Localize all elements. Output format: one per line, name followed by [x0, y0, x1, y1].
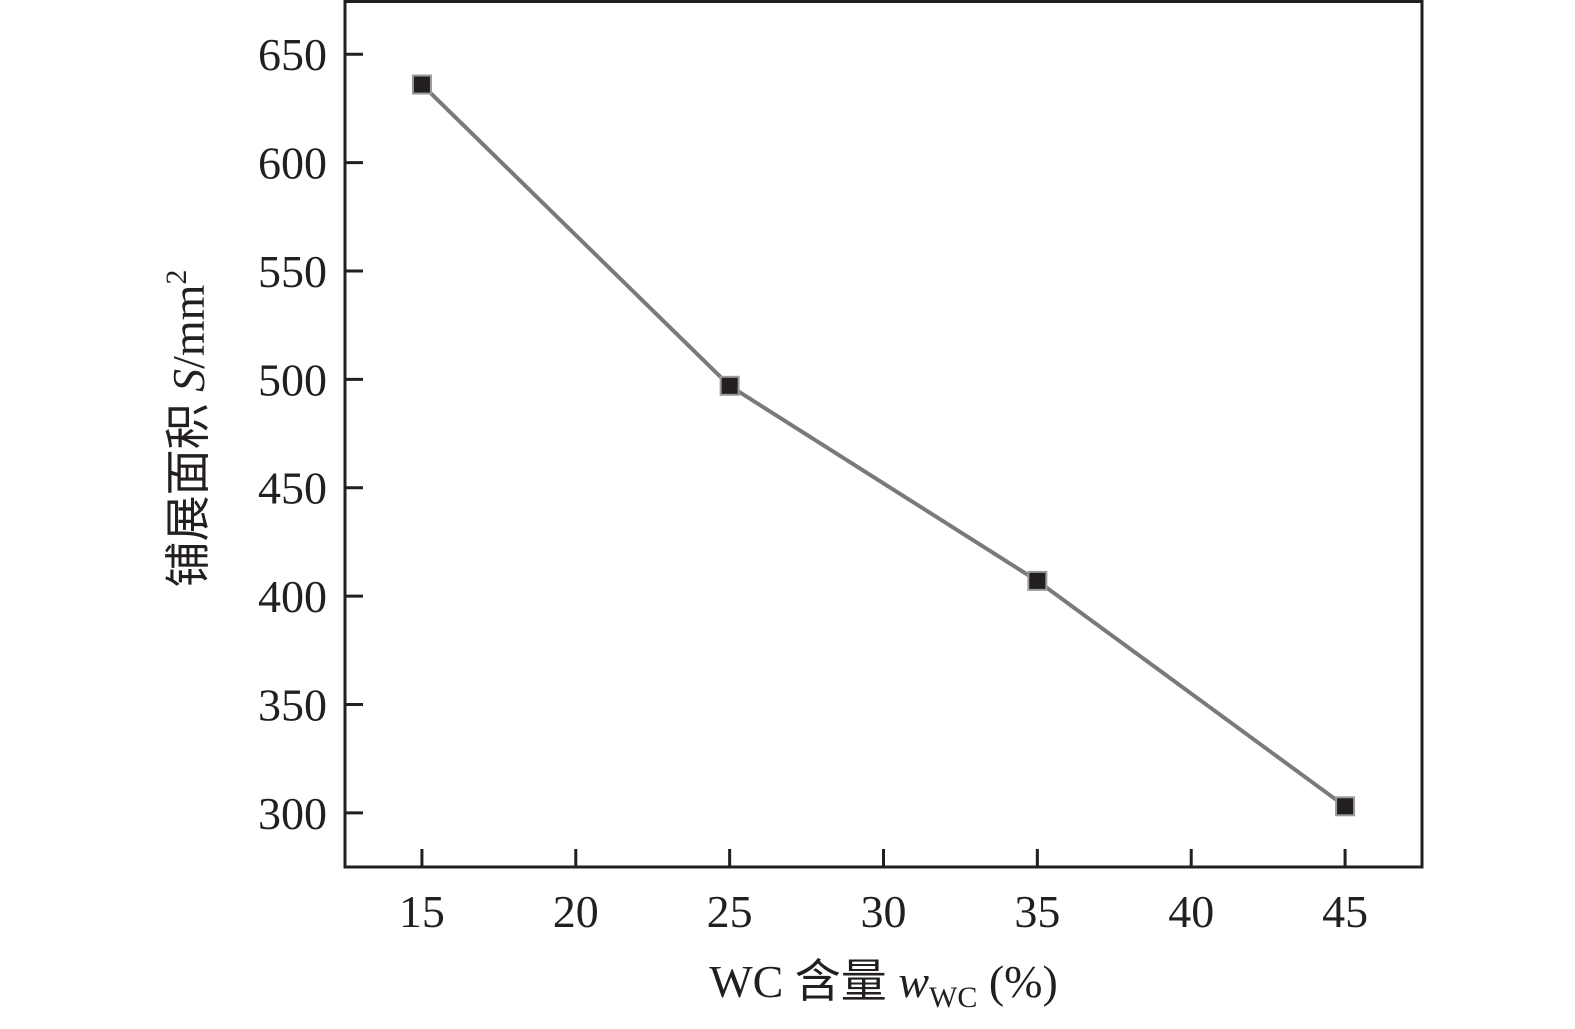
y-tick-label-600: 600: [258, 138, 327, 189]
y-axis-title: 铺展面积 S/mm2: [160, 270, 214, 588]
axis-ticks: 15 20 25 30 35 40 45 300 350 400 450 500 550 600 650: [258, 29, 1368, 937]
y-axis-title-main: 铺展面积: [163, 392, 214, 588]
x-tick-label-40: 40: [1168, 886, 1214, 937]
x-tick-label-25: 25: [707, 886, 753, 937]
x-tick-label-35: 35: [1014, 886, 1060, 937]
x-axis-title-sub: WC: [929, 981, 977, 1014]
series-points: [411, 74, 1356, 817]
x-tick-label-30: 30: [861, 886, 907, 937]
data-point-25: [719, 375, 740, 396]
plot-frame: [343, 0, 1424, 869]
series-lines: [420, 83, 1347, 808]
data-point-15: [411, 74, 432, 95]
y-axis-title-var: S: [163, 369, 214, 392]
x-axis-title-var: w: [898, 956, 929, 1007]
y-tick-label-400: 400: [258, 571, 327, 622]
x-axis-title: WC 含量 wWC (%): [709, 956, 1058, 1014]
x-axis-title-unit: (%): [977, 956, 1057, 1007]
y-axis-title-sup: 2: [160, 270, 193, 285]
x-tick-label-15: 15: [399, 886, 445, 937]
x-tick-label-20: 20: [553, 886, 599, 937]
y-tick-label-500: 500: [258, 354, 327, 405]
series-line-0: [420, 83, 1347, 808]
y-tick-label-650: 650: [258, 29, 327, 80]
y-tick-label-300: 300: [258, 788, 327, 839]
x-axis-title-main: WC 含量: [709, 956, 898, 1007]
data-point-35: [1027, 570, 1048, 591]
x-tick-label-45: 45: [1322, 886, 1368, 937]
y-tick-label-450: 450: [258, 463, 327, 514]
data-point-45: [1335, 796, 1356, 817]
y-axis-title-unit: /mm: [163, 284, 214, 369]
y-tick-label-350: 350: [258, 679, 327, 730]
y-tick-label-550: 550: [258, 246, 327, 297]
